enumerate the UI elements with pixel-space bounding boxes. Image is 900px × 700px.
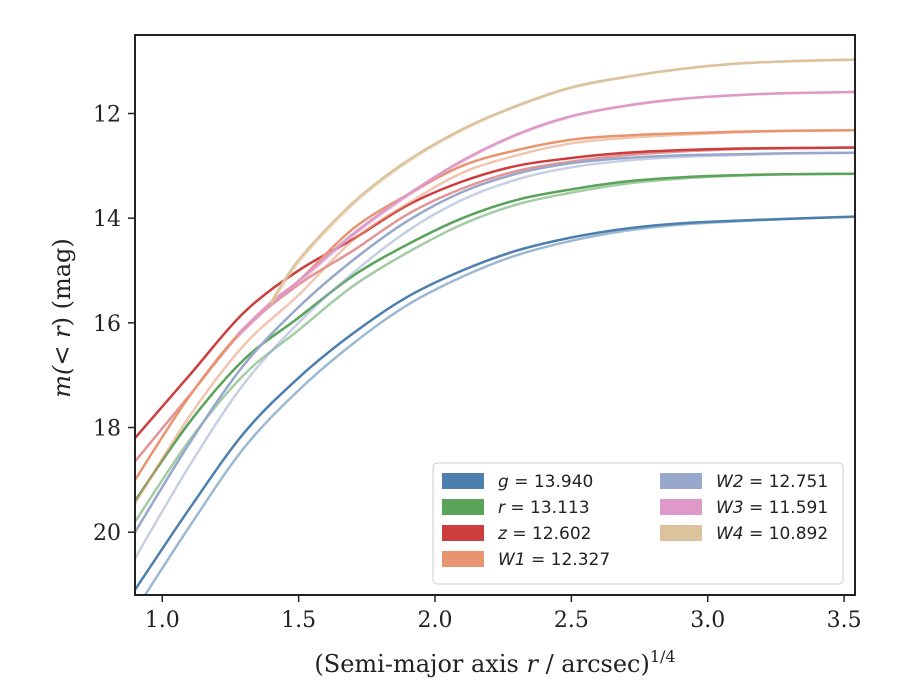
x-axis-title: (Semi-major axis r / arcsec)1/4 bbox=[314, 647, 675, 678]
x-tick-label: 2.5 bbox=[554, 608, 589, 633]
y-axis-title-suffix: ) (mag) bbox=[48, 238, 76, 326]
y-axis-title-prefix: m(< bbox=[48, 338, 76, 398]
legend-label-g: g = 13.940 bbox=[498, 472, 593, 492]
series-w2-line bbox=[135, 151, 855, 534]
legend-label-w3: W3 = 11.591 bbox=[716, 498, 828, 518]
legend-swatch-g bbox=[442, 473, 484, 489]
x-axis: 1.0 1.5 2.0 2.5 3.0 3.5 bbox=[145, 595, 862, 633]
legend-label-r: r = 13.113 bbox=[498, 498, 590, 518]
legend-swatch-z bbox=[442, 525, 484, 541]
series-r-line bbox=[135, 172, 855, 503]
plot-area bbox=[135, 58, 855, 595]
x-axis-title-power: 1/4 bbox=[650, 647, 676, 666]
x-axis-title-prefix: (Semi-major axis bbox=[314, 650, 526, 678]
y-axis-title-variable: r bbox=[48, 325, 76, 338]
series-w4-line bbox=[270, 58, 855, 304]
y-tick-label: 14 bbox=[93, 207, 121, 232]
legend-swatch-r bbox=[442, 499, 484, 515]
series-w3-line bbox=[237, 90, 855, 335]
legend-box bbox=[432, 462, 844, 585]
legend-label-w2: W2 = 12.751 bbox=[716, 472, 828, 492]
x-tick-label: 2.0 bbox=[418, 608, 453, 633]
x-tick-label: 3.5 bbox=[827, 608, 862, 633]
x-tick-label: 1.0 bbox=[145, 608, 180, 633]
x-tick-label: 3.0 bbox=[690, 608, 725, 633]
legend-label-w4: W4 = 10.892 bbox=[716, 524, 828, 544]
series-z-line bbox=[135, 146, 855, 440]
legend-swatch-w3 bbox=[660, 499, 702, 515]
y-tick-label: 20 bbox=[93, 521, 121, 546]
legend-swatch-w1 bbox=[442, 551, 484, 567]
y-tick-label: 12 bbox=[93, 103, 121, 128]
y-tick-label: 16 bbox=[93, 312, 121, 337]
x-tick-label: 1.5 bbox=[281, 608, 316, 633]
x-axis-title-variable: r bbox=[526, 650, 539, 678]
legend-label-w1: W1 = 12.327 bbox=[498, 550, 610, 570]
y-axis-title: m(< r) (mag) bbox=[48, 238, 76, 398]
x-axis-title-suffix: / arcsec) bbox=[538, 650, 650, 678]
plot-frame bbox=[134, 34, 856, 596]
legend-swatch-w2 bbox=[660, 473, 702, 489]
legend: g = 13.940 r = 13.113 z = 12.602 W1 = 12.32… bbox=[432, 462, 844, 585]
legend-swatch-w4 bbox=[660, 525, 702, 541]
y-tick-label: 18 bbox=[93, 417, 121, 442]
y-axis: 12 14 16 18 20 bbox=[93, 103, 135, 546]
series-g-line bbox=[135, 215, 855, 592]
legend-label-z: z = 12.602 bbox=[497, 524, 591, 544]
